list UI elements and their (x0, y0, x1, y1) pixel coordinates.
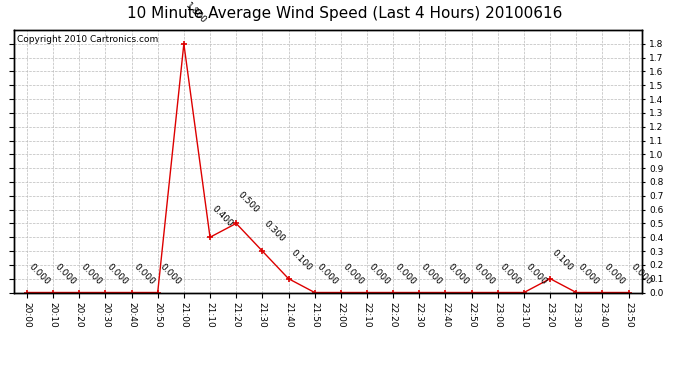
Text: 0.100: 0.100 (550, 248, 575, 273)
Text: 0.000: 0.000 (393, 262, 418, 287)
Text: 0.000: 0.000 (27, 262, 52, 287)
Text: 0.000: 0.000 (524, 262, 549, 287)
Text: 0.000: 0.000 (446, 262, 470, 287)
Text: 0.500: 0.500 (236, 190, 261, 214)
Text: 0.000: 0.000 (79, 262, 104, 287)
Text: 0.000: 0.000 (472, 262, 496, 287)
Text: 10 Minute Average Wind Speed (Last 4 Hours) 20100616: 10 Minute Average Wind Speed (Last 4 Hou… (128, 6, 562, 21)
Text: 0.000: 0.000 (602, 262, 627, 287)
Text: Copyright 2010 Cartronics.com: Copyright 2010 Cartronics.com (17, 35, 158, 44)
Text: 0.000: 0.000 (629, 262, 653, 287)
Text: 0.000: 0.000 (341, 262, 366, 287)
Text: 0.100: 0.100 (288, 248, 313, 273)
Text: 0.000: 0.000 (132, 262, 156, 287)
Text: 0.000: 0.000 (106, 262, 130, 287)
Text: 0.000: 0.000 (420, 262, 444, 287)
Text: 0.000: 0.000 (497, 262, 522, 287)
Text: 0.000: 0.000 (367, 262, 392, 287)
Text: 0.300: 0.300 (262, 219, 287, 243)
Text: 0.000: 0.000 (53, 262, 78, 287)
Text: 0.000: 0.000 (576, 262, 601, 287)
Text: 0.000: 0.000 (315, 262, 339, 287)
Text: 1.800: 1.800 (184, 1, 208, 26)
Text: 0.000: 0.000 (158, 262, 182, 287)
Text: 0.400: 0.400 (210, 204, 235, 229)
